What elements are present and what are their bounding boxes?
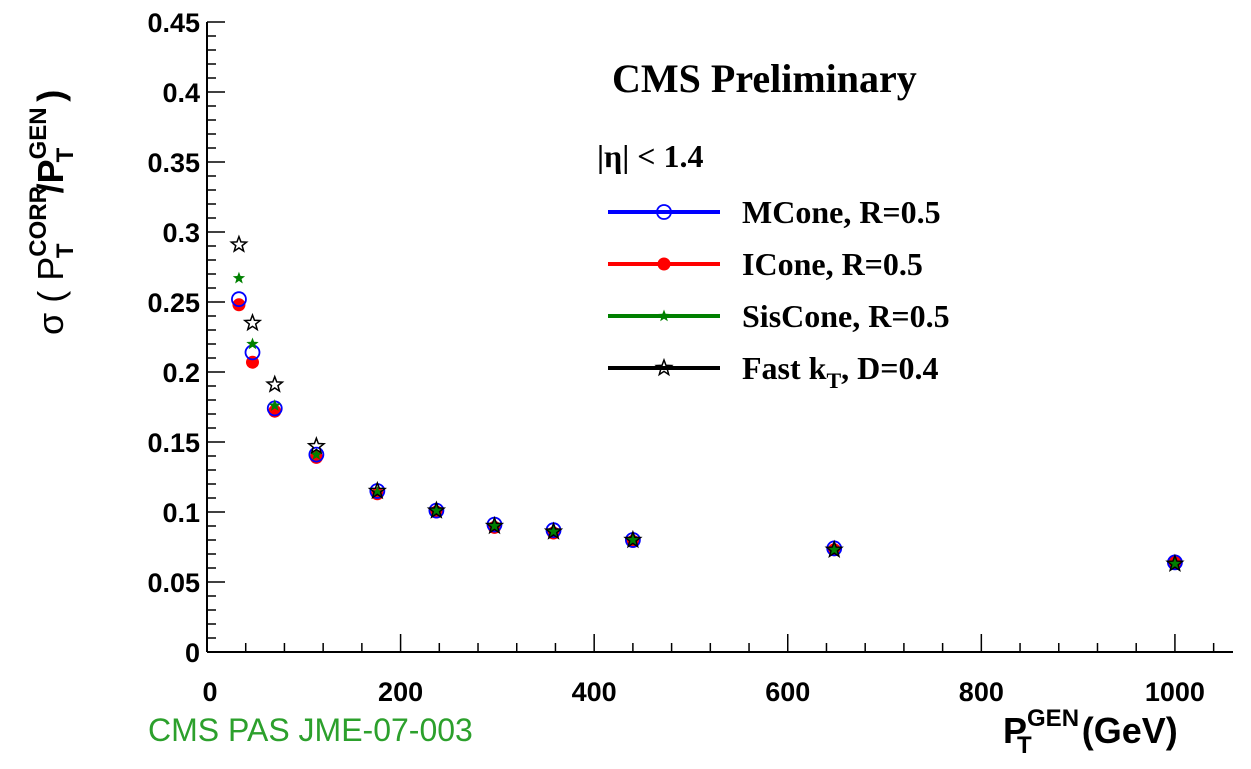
data-point [246,337,259,350]
y-tick-label: 0.4 [162,78,200,108]
x-tick-label: 400 [572,677,617,707]
series-3 [229,234,1185,573]
data-point [547,525,560,537]
data-point [371,485,384,498]
y-tick-label: 0.35 [147,148,200,178]
data-point [242,312,263,332]
document-reference: CMS PAS JME-07-003 [148,712,473,748]
legend-label: SisCone, R=0.5 [742,298,950,334]
legend-label: Fast kT, D=0.4 [742,350,938,393]
y-tick-label: 0 [185,638,200,668]
series-2 [232,271,1182,570]
y-tick-label: 0.05 [147,568,200,598]
data-point [306,436,327,455]
data-point [623,529,643,549]
data-point [308,446,325,463]
data-point [265,374,285,393]
legend: MCone, R=0.5 ICone, R=0.5 SisCone, R=0.5 Fa… [608,194,950,393]
legend-entry-1: ICone, R=0.5 [608,246,923,282]
data-point [626,533,640,546]
series-0 [231,291,1183,571]
y-tick-label: 0.25 [147,288,200,318]
x-axis-title: PGEN T (GeV) [1003,705,1178,759]
y-tick-label: 0.15 [147,428,200,458]
y-axis-title: σ ( PCORRT/PGENT ) [25,90,79,335]
x-tick-label: 0 [202,677,217,707]
data-point [229,234,249,253]
data-point [232,271,246,284]
data-point [824,539,844,559]
axes [206,21,1233,653]
y-tick-label: 0.2 [162,358,200,388]
legend-marker [657,309,671,322]
data-point [430,504,443,516]
data-point [488,519,501,532]
data-point [484,515,505,535]
legend-marker [656,204,672,220]
legend-entry-0: MCone, R=0.5 [608,194,941,230]
x-tick-label: 800 [959,677,1004,707]
x-tick-label: 600 [765,677,810,707]
data-point [268,399,281,411]
data-point [426,500,447,519]
chart-title: CMS Preliminary [612,56,917,101]
eta-selection-label: |η| < 1.4 [597,138,704,174]
x-tick-label: 1000 [1145,677,1205,707]
legend-label: MCone, R=0.5 [742,194,941,230]
legend-label: ICone, R=0.5 [742,246,923,282]
data-point [1168,557,1182,570]
data-point [543,521,564,540]
y-tick-label: 0.1 [162,498,200,528]
legend-entry-2: SisCone, R=0.5 [608,298,950,334]
data-point [231,291,247,308]
data-points [229,234,1185,573]
data-point [232,298,246,312]
y-tick-label: 0.3 [162,218,200,248]
data-point [310,448,323,460]
legend-marker [657,257,671,271]
tick-labels: 0 200 400 600 800 1000 0 0.05 0.1 0.15 0.2 0.25 0.3 0… [147,8,1205,707]
legend-entry-3: Fast kT, D=0.4 [608,350,938,393]
y-tick-label: 0.45 [147,8,200,38]
data-point [828,543,841,556]
series-1 [232,298,1182,569]
data-point [367,480,387,500]
x-tick-label: 200 [378,677,423,707]
data-point [1165,553,1185,573]
legend-marker [654,357,674,377]
